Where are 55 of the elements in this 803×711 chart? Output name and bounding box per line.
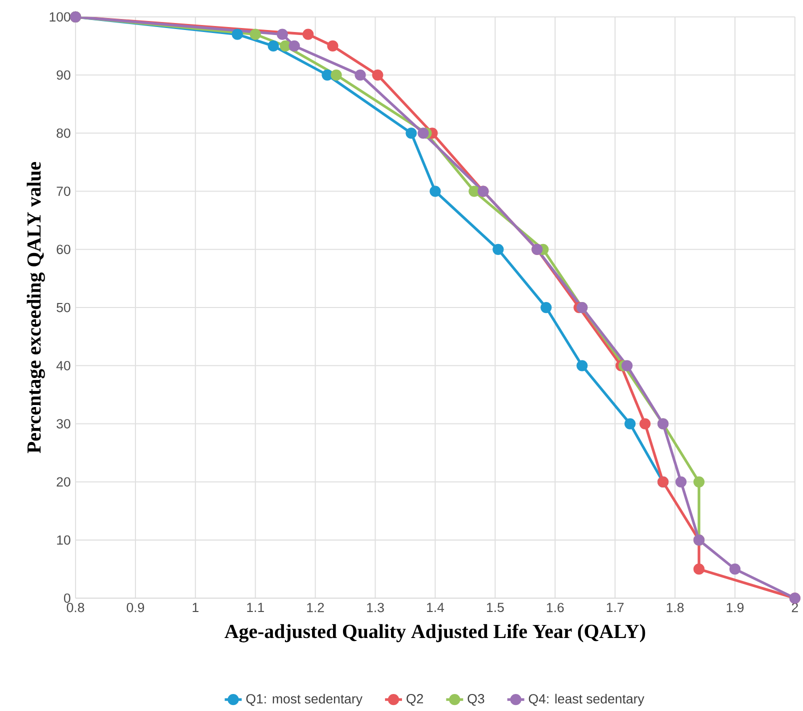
point <box>430 186 441 197</box>
x-axis-title: Age-adjusted Quality Adjusted Life Year (QALY) <box>224 624 646 642</box>
y-tick-label: 10 <box>57 535 70 545</box>
x-tick-label: 1.1 <box>247 602 264 612</box>
x-tick-label: 1.7 <box>606 602 624 612</box>
y-tick-label: 0 <box>64 594 70 603</box>
point <box>621 360 633 372</box>
y-tick-label: 30 <box>56 419 70 429</box>
point <box>280 40 291 52</box>
point <box>406 128 417 139</box>
x-tick-label: 1.8 <box>666 602 684 612</box>
legend-label: Q3 <box>468 694 484 706</box>
y-axis-title: Percentage exceeding QALY value <box>26 162 45 454</box>
y-tick-label: 20 <box>56 477 70 487</box>
point <box>250 28 261 40</box>
x-tick-label: 1.2 <box>307 602 324 612</box>
point <box>729 564 741 575</box>
point <box>624 418 636 430</box>
point <box>576 360 588 372</box>
point <box>418 128 429 139</box>
point <box>322 70 333 81</box>
y-tick-label: 70 <box>56 186 70 196</box>
point <box>302 28 314 40</box>
point <box>327 40 338 52</box>
x-tick-label: 0.8 <box>66 602 84 612</box>
x-tick-label: 1.4 <box>427 602 444 612</box>
point <box>693 564 705 575</box>
y-tick-label: 80 <box>56 128 70 138</box>
point <box>675 476 687 488</box>
point <box>276 28 288 40</box>
x-tick-label: 1.5 <box>486 602 504 612</box>
legend-label: Q2 <box>406 694 423 706</box>
point <box>354 70 366 81</box>
point <box>492 244 504 256</box>
point <box>693 476 705 488</box>
point <box>468 186 480 197</box>
legend-label: Q4: least sedentary <box>528 694 644 706</box>
y-tick-label: 60 <box>56 244 70 254</box>
point <box>372 70 384 81</box>
point <box>330 70 342 81</box>
x-tick-label: 1 <box>192 602 198 612</box>
point <box>232 28 243 40</box>
x-tick-label: 1.9 <box>726 602 744 612</box>
y-tick-label: 40 <box>56 361 70 370</box>
x-tick-label: 0.9 <box>126 602 144 612</box>
point <box>639 418 651 430</box>
y-tick-label: 100 <box>50 12 70 22</box>
x-tick-label: 1.3 <box>367 602 384 612</box>
y-tick-label: 50 <box>56 302 70 312</box>
point <box>540 302 552 314</box>
legend-label: Q1: most sedentary <box>246 694 362 706</box>
point <box>268 40 279 52</box>
y-tick-label: 90 <box>56 70 70 80</box>
x-tick-label: 1.6 <box>546 602 564 612</box>
point <box>288 40 300 52</box>
